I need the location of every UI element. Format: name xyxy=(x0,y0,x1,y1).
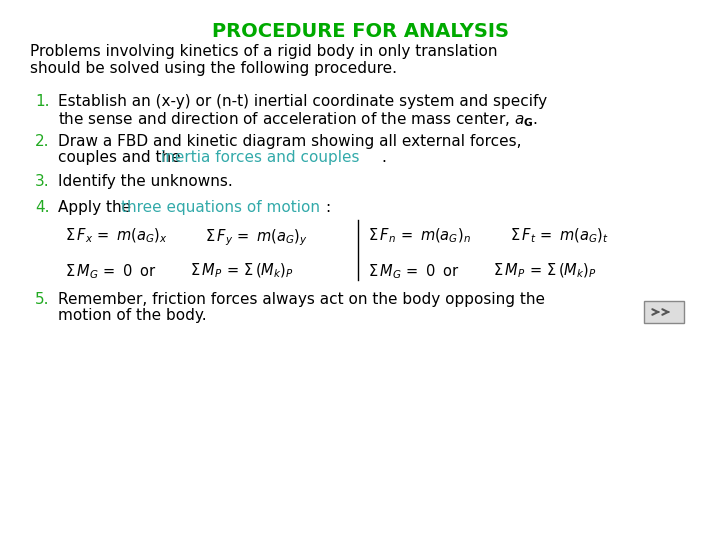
Text: Identify the unknowns.: Identify the unknowns. xyxy=(58,174,233,189)
Text: Draw a FBD and kinetic diagram showing all external forces,: Draw a FBD and kinetic diagram showing a… xyxy=(58,134,521,149)
Text: couples and the: couples and the xyxy=(58,150,186,165)
Text: 5.: 5. xyxy=(35,292,50,307)
Text: $\Sigma\,F_t\,=\,\,m(a_G)_t$: $\Sigma\,F_t\,=\,\,m(a_G)_t$ xyxy=(510,227,609,245)
Text: Remember, friction forces always act on the body opposing the: Remember, friction forces always act on … xyxy=(58,292,545,307)
Text: 4.: 4. xyxy=(35,200,50,215)
Text: :: : xyxy=(325,200,330,215)
Text: .: . xyxy=(381,150,386,165)
Text: motion of the body.: motion of the body. xyxy=(58,308,207,323)
Text: $\Sigma\,M_G\,=\,\,0\;\;$or: $\Sigma\,M_G\,=\,\,0\;\;$or xyxy=(368,262,460,281)
Text: Problems involving kinetics of a rigid body in only translation
should be solved: Problems involving kinetics of a rigid b… xyxy=(30,44,498,76)
Text: PROCEDURE FOR ANALYSIS: PROCEDURE FOR ANALYSIS xyxy=(212,22,508,41)
Text: $\Sigma\,F_y\,=\,\,m(a_G)_y$: $\Sigma\,F_y\,=\,\,m(a_G)_y$ xyxy=(205,227,308,248)
Text: $\Sigma\,F_x\,=\,\,m(a_G)_x$: $\Sigma\,F_x\,=\,\,m(a_G)_x$ xyxy=(65,227,168,245)
Text: three equations of motion: three equations of motion xyxy=(121,200,320,215)
FancyBboxPatch shape xyxy=(644,301,684,323)
Text: inertia forces and couples: inertia forces and couples xyxy=(161,150,359,165)
Text: $\Sigma\,M_P\,=\,\Sigma\,(M_k)_P$: $\Sigma\,M_P\,=\,\Sigma\,(M_k)_P$ xyxy=(493,262,597,280)
Text: 1.: 1. xyxy=(35,94,50,109)
Text: $\Sigma\,F_n\,=\,\,m(a_G)_n$: $\Sigma\,F_n\,=\,\,m(a_G)_n$ xyxy=(368,227,471,245)
Text: Establish an (x-y) or (n-t) inertial coordinate system and specify: Establish an (x-y) or (n-t) inertial coo… xyxy=(58,94,547,109)
Text: 3.: 3. xyxy=(35,174,50,189)
Text: 2.: 2. xyxy=(35,134,50,149)
Text: $\Sigma\,M_P\,=\,\Sigma\,(M_k)_P$: $\Sigma\,M_P\,=\,\Sigma\,(M_k)_P$ xyxy=(190,262,294,280)
Text: Apply the: Apply the xyxy=(58,200,136,215)
Text: the sense and direction of acceleration of the mass center, $\mathbf{\mathit{a}}: the sense and direction of acceleration … xyxy=(58,110,538,129)
Text: $\Sigma\,M_G\,=\,\,0\;\;$or: $\Sigma\,M_G\,=\,\,0\;\;$or xyxy=(65,262,157,281)
